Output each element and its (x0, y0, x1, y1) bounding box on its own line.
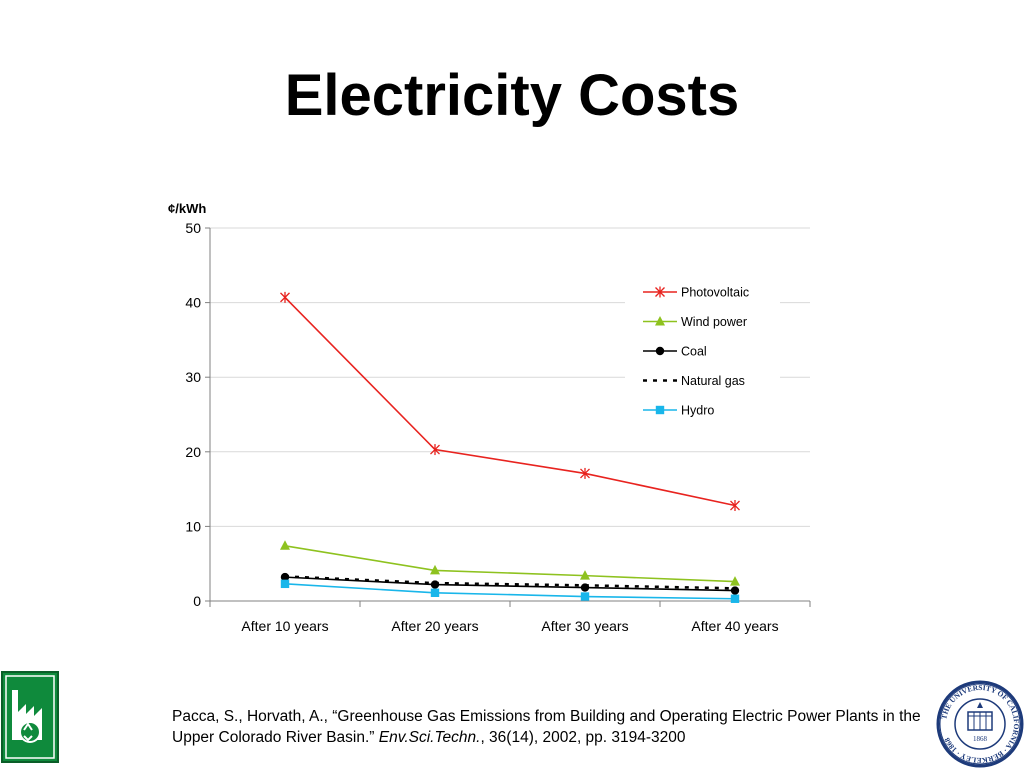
y-tick-label: 20 (185, 444, 201, 460)
legend-item-coal: Coal (643, 345, 707, 359)
data-point-photovoltaic (580, 467, 590, 479)
data-point-hydro (280, 579, 290, 589)
y-tick-label: 10 (185, 518, 201, 534)
x-tick-labels: After 10 years After 20 years After 30 yea… (241, 618, 778, 634)
data-point-photovoltaic (730, 500, 740, 512)
citation-authors: Pacca, S., Horvath, A., “Greenhouse Gas … (172, 708, 921, 746)
data-point-hydro (730, 594, 740, 603)
legend-item-wind-power: Wind power (643, 315, 747, 329)
y-tick-label: 40 (185, 295, 201, 311)
citation-details: , 36(14), 2002, pp. 3194-3200 (480, 729, 686, 746)
legend-marker (655, 316, 665, 326)
chart-axes (205, 227, 811, 607)
legend-label: Photovoltaic (681, 286, 749, 300)
y-tick-label: 30 (185, 369, 201, 385)
legend-item-natural-gas: Natural gas (643, 374, 745, 388)
legend-marker (655, 346, 665, 356)
legend-label: Wind power (681, 315, 747, 329)
line-chart: 0 10 20 30 40 50 After 10 years After 20 years… (168, 201, 811, 634)
recycling-factory-icon (1, 671, 59, 763)
y-tick-labels: 0 10 20 30 40 50 (185, 220, 201, 609)
data-point-hydro (580, 592, 590, 601)
data-point-photovoltaic (430, 444, 440, 456)
series-line-photovoltaic (284, 296, 736, 507)
series-coal (280, 572, 740, 595)
university-seal-icon: THE UNIVERSITY OF CALIFORNIA · BERKELEY … (936, 680, 1024, 768)
series-line-wind-power (284, 545, 736, 583)
citation-journal: Env.Sci.Techn. (378, 729, 481, 746)
data-point-coal (430, 580, 440, 589)
chart-series (280, 291, 740, 603)
seal-year: 1868 (973, 735, 988, 743)
citation: Pacca, S., Horvath, A., “Greenhouse Gas … (172, 706, 932, 748)
data-point-wind-power (280, 540, 290, 550)
legend-label: Hydro (681, 404, 714, 418)
data-point-wind-power (430, 564, 440, 575)
legend-label: Natural gas (681, 374, 745, 388)
x-tick-label: After 20 years (391, 618, 478, 634)
legend-item-hydro: Hydro (643, 404, 714, 418)
legend-item-photovoltaic: Photovoltaic (643, 286, 749, 300)
y-axis-label: ¢/kWh (168, 201, 206, 216)
slide-title: Electricity Costs (284, 63, 740, 128)
x-tick-label: After 40 years (691, 618, 778, 634)
legend-label: Coal (681, 345, 707, 359)
series-line-hydro (284, 583, 736, 600)
data-point-coal (730, 586, 740, 595)
legend-marker (655, 286, 665, 298)
data-point-hydro (430, 588, 440, 597)
y-tick-label: 0 (193, 593, 201, 609)
series-line-coal (284, 576, 736, 592)
data-point-wind-power (730, 576, 740, 586)
series-photovoltaic (280, 291, 740, 512)
series-wind-power (280, 540, 740, 586)
legend-marker (655, 405, 665, 415)
series-hydro (280, 579, 740, 603)
x-tick-label: After 10 years (241, 618, 328, 634)
chart-legend: Photovoltaic Wind power Coal Natural gas Hyd… (625, 272, 780, 430)
y-tick-label: 50 (185, 220, 201, 236)
x-tick-label: After 30 years (541, 618, 628, 634)
data-point-photovoltaic (280, 291, 290, 303)
data-point-wind-power (580, 570, 590, 580)
